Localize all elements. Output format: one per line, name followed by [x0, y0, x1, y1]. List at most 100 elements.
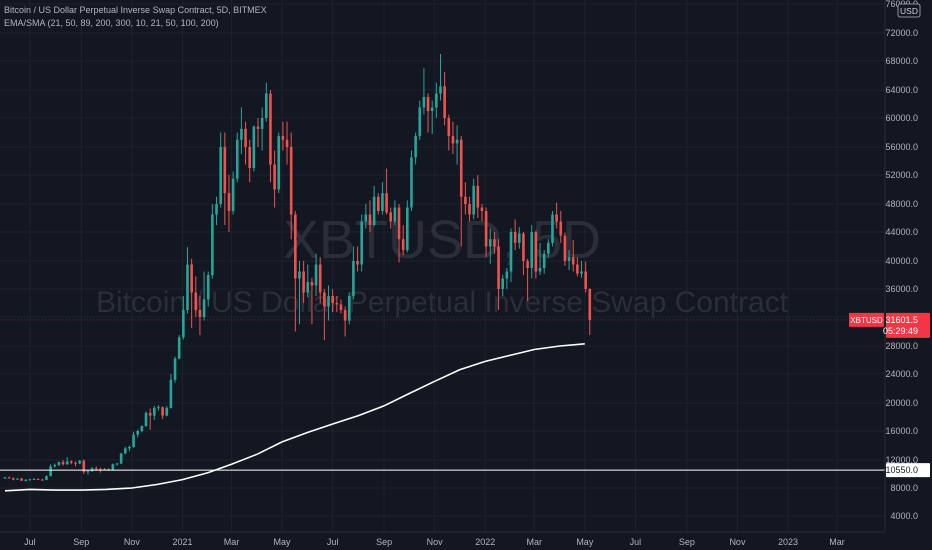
x-tick-label: Sep — [679, 537, 695, 547]
candle-body — [202, 299, 206, 317]
candle-body — [86, 471, 90, 473]
x-tick-label: Jul — [630, 537, 642, 547]
candle-body — [501, 278, 505, 289]
candle-body — [3, 477, 7, 479]
candle-body — [231, 178, 235, 211]
candle-body — [240, 128, 243, 140]
candle-body — [576, 264, 579, 274]
candle-body — [7, 477, 11, 479]
candle-body — [352, 261, 355, 296]
candle-body — [277, 136, 281, 190]
candle-body — [194, 292, 198, 310]
candle-body — [509, 232, 513, 272]
candle-body — [389, 212, 393, 222]
candle-body — [260, 118, 264, 129]
candle-body — [542, 253, 546, 268]
symbol-tag-label: XBTUSD — [850, 316, 883, 325]
y-tick-label: 56000.0 — [885, 142, 918, 152]
x-tick-label: Sep — [73, 537, 89, 547]
indicator-legend: EMA/SMA (21, 50, 89, 200, 300, 10, 21, 5… — [4, 18, 219, 28]
x-tick-label: 2021 — [172, 537, 192, 547]
candle-body — [16, 478, 19, 480]
candle-body — [376, 196, 380, 211]
candle-body — [372, 196, 376, 225]
candle-body — [339, 304, 343, 310]
candle-body — [289, 147, 293, 215]
candle-body — [157, 407, 160, 409]
candle-body — [169, 379, 173, 408]
candle-body — [571, 257, 575, 265]
candle-body — [186, 264, 189, 310]
current-price-countdown: 05:29:49 — [883, 326, 918, 336]
candle-body — [493, 239, 496, 247]
candle-body — [530, 232, 534, 268]
y-tick-label: 8000.0 — [890, 483, 918, 493]
candle-body — [65, 461, 69, 465]
candle-body — [61, 462, 65, 465]
moving-average-line — [4, 343, 585, 492]
candle-body — [368, 214, 372, 225]
x-tick-label: 2023 — [778, 537, 798, 547]
candle-body — [335, 303, 339, 305]
symbol-tag-box — [849, 312, 884, 327]
candle-body — [223, 147, 227, 194]
candle-body — [360, 221, 363, 265]
candle-body — [153, 407, 156, 416]
candle-body — [24, 479, 28, 481]
x-tick-label: Jul — [24, 537, 36, 547]
candle-body — [132, 434, 135, 447]
candle-body — [451, 136, 455, 144]
grid — [0, 0, 885, 532]
x-tick-label: 2022 — [475, 537, 495, 547]
y-tick-label: 36000.0 — [885, 284, 918, 294]
candle-body — [182, 310, 185, 338]
candle-body — [526, 261, 529, 268]
candle-body — [472, 185, 475, 215]
x-tick-label: Nov — [427, 537, 444, 547]
candle-body — [422, 97, 426, 108]
candle-body — [555, 214, 558, 222]
candle-body — [285, 139, 289, 147]
candle-body — [252, 126, 256, 168]
candle-body — [211, 214, 214, 275]
candle-body — [364, 214, 368, 222]
candle-body — [397, 207, 401, 240]
candle-body — [49, 466, 52, 477]
candle-body — [219, 147, 222, 204]
candle-body — [306, 282, 310, 293]
candle-body — [41, 479, 44, 481]
candle-body — [136, 431, 140, 435]
x-tick-label: May — [576, 537, 594, 547]
candle-body — [414, 136, 417, 158]
candles — [3, 54, 592, 482]
candle-body — [269, 93, 272, 165]
candle-body — [103, 469, 106, 471]
y-tick-label: 64000.0 — [885, 85, 918, 95]
horizontal-line-price-label: 10550.0 — [885, 465, 918, 475]
candle-body — [235, 139, 239, 179]
candle-body — [464, 196, 467, 204]
candle-body — [128, 446, 131, 449]
y-tick-label: 16000.0 — [885, 426, 918, 436]
candle-body — [119, 453, 123, 464]
candle-body — [381, 193, 384, 211]
candle-body — [480, 207, 484, 211]
candle-body — [426, 97, 430, 111]
horizontal-line-price-box — [886, 463, 930, 478]
candle-body — [244, 128, 247, 147]
candle-body — [107, 469, 110, 471]
x-axis: Jul Sep Nov 2021 Mar May Jul Sep Nov 2022 Mar May Ju… — [0, 531, 885, 547]
candle-body — [123, 448, 127, 454]
candle-body — [430, 107, 434, 111]
candle-body — [538, 268, 542, 272]
candle-body — [534, 232, 538, 272]
y-tick-label: 4000.0 — [890, 511, 918, 521]
y-tick-label: 48000.0 — [885, 199, 918, 209]
currency-badge — [897, 3, 921, 18]
candle-body — [580, 271, 583, 274]
candle-body — [264, 93, 268, 118]
y-tick-label: 60000.0 — [885, 113, 918, 123]
candle-body — [447, 118, 451, 137]
